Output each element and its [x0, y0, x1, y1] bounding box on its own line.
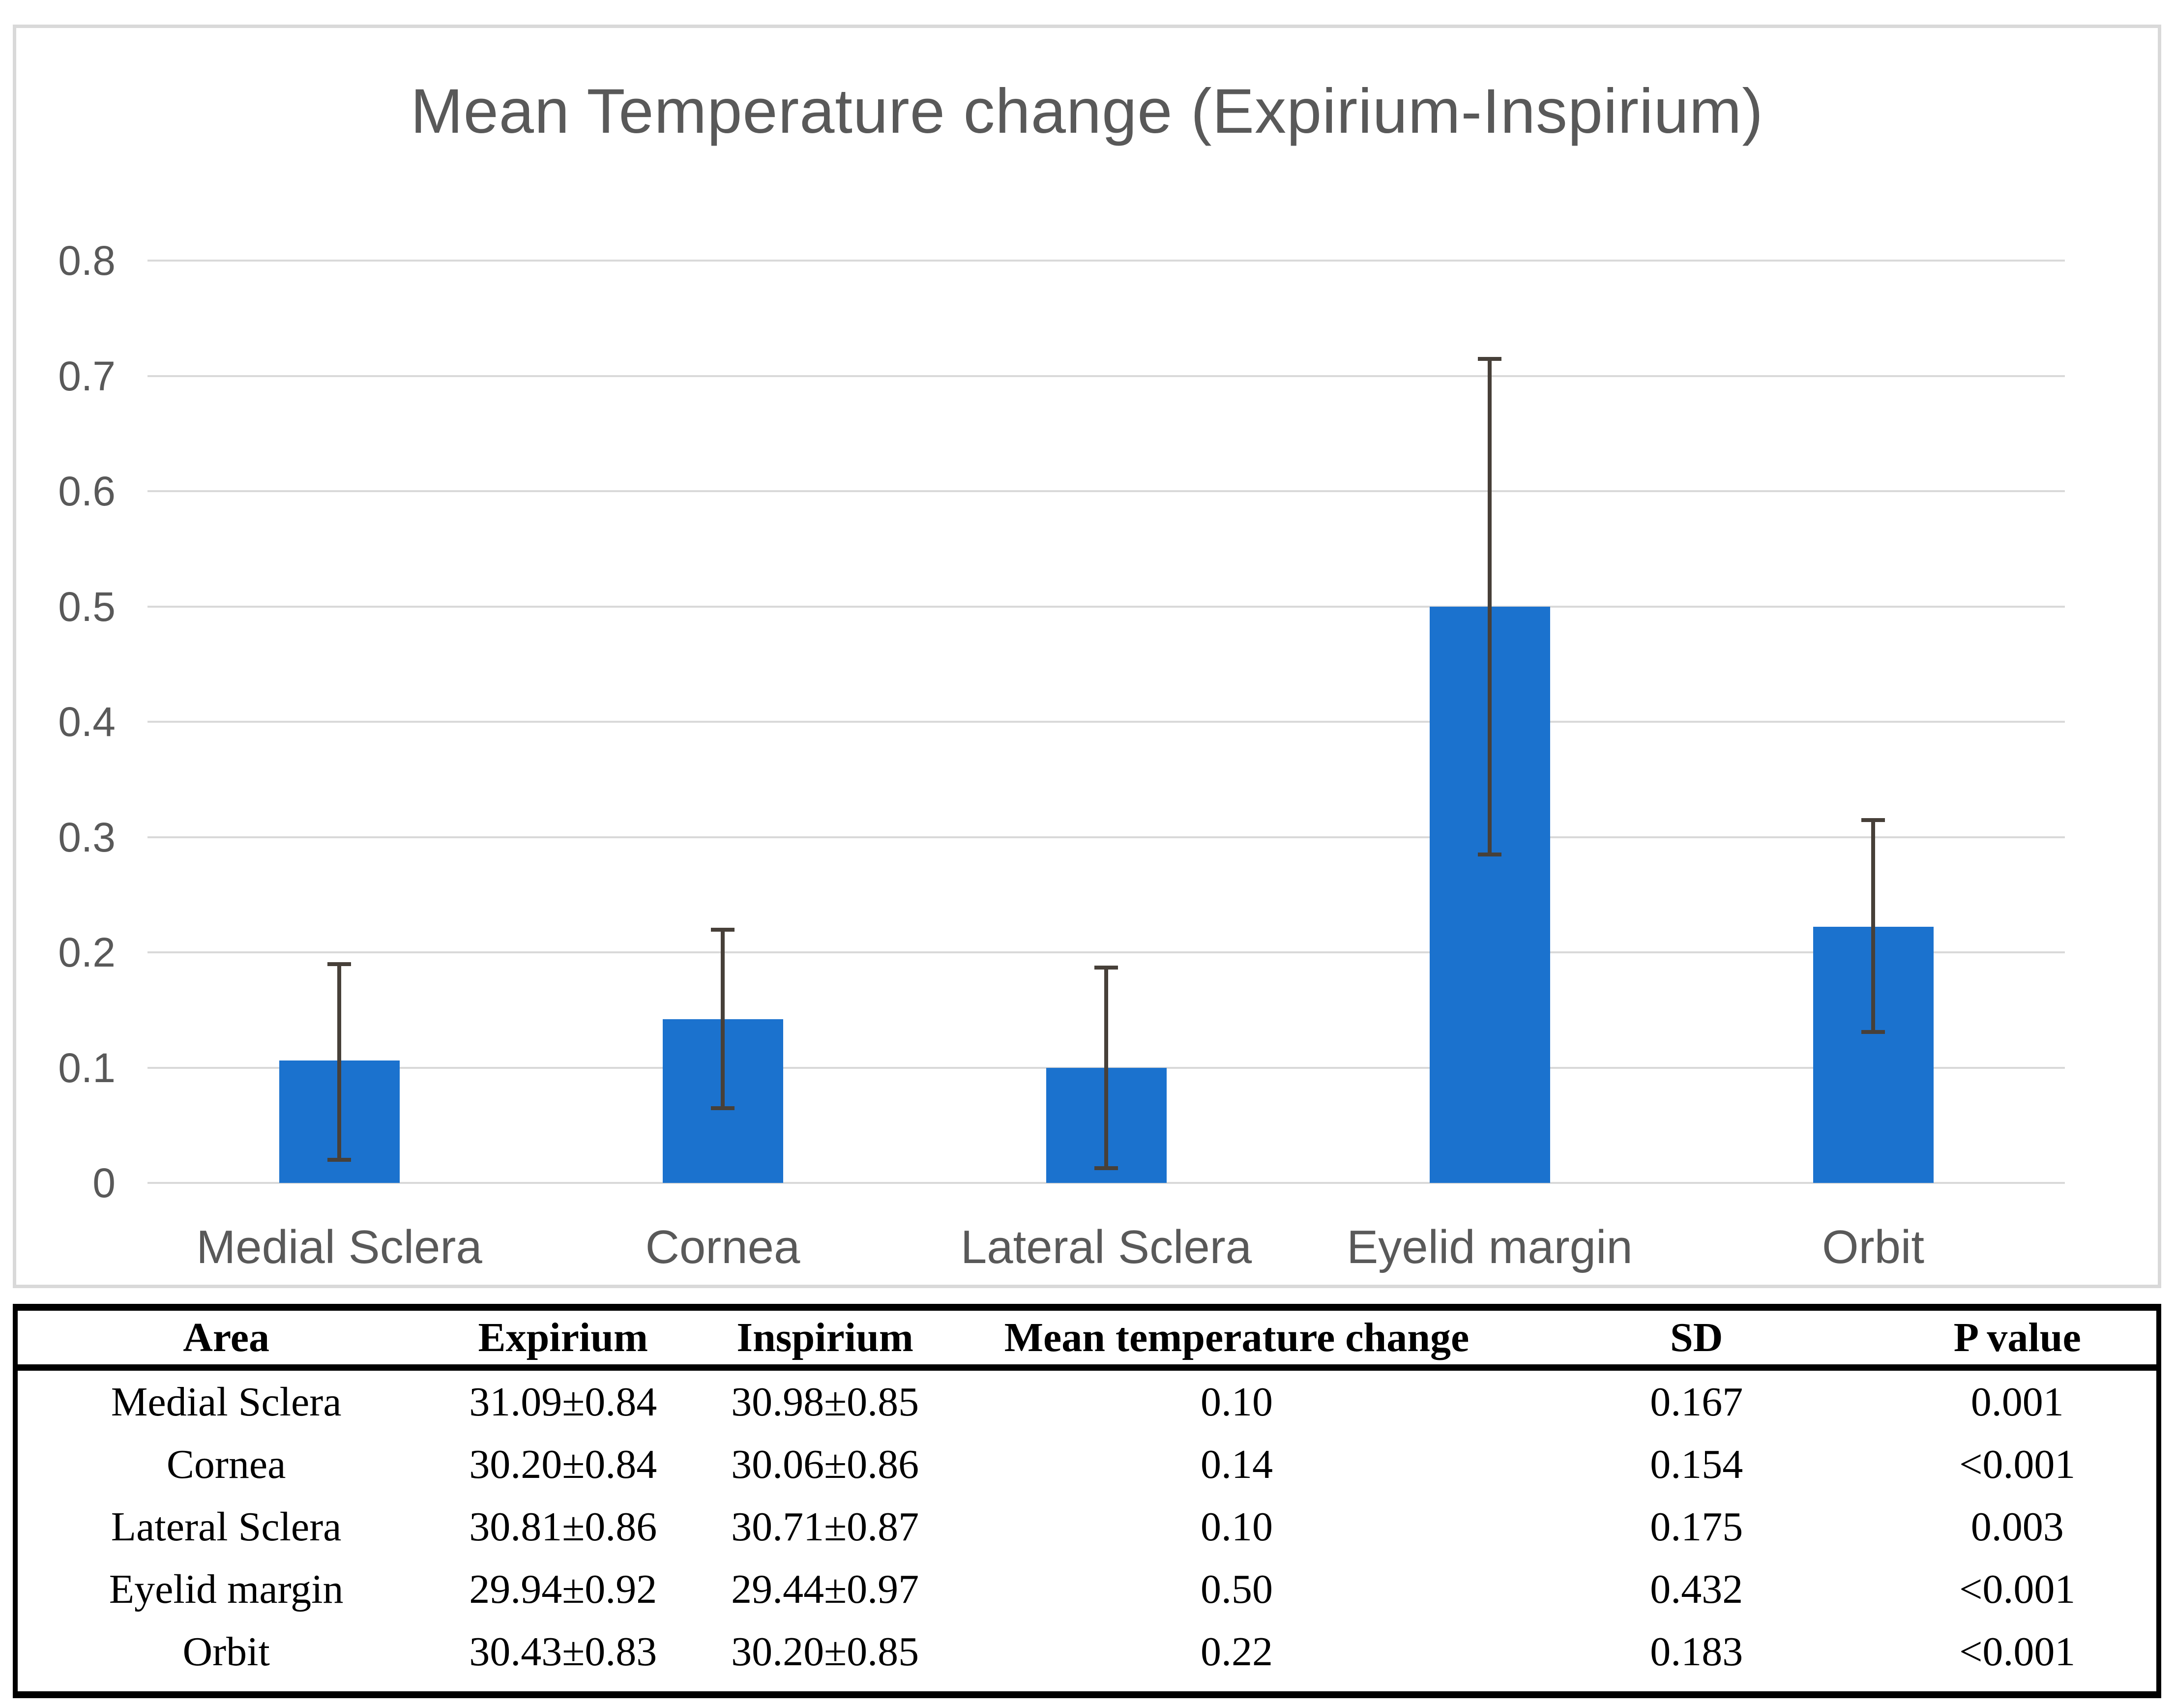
error-bar-cap-top	[1861, 818, 1885, 823]
table-cell: 0.175	[1650, 1504, 1743, 1550]
table-header-cell: Area	[183, 1315, 269, 1360]
x-axis-labels: Medial Sclera Cornea Lateral Sclera Eyelid …	[147, 1213, 2065, 1282]
gridline	[147, 605, 2065, 608]
error-bar	[337, 964, 341, 1160]
table-header-cell: SD	[1670, 1315, 1723, 1360]
table-row: Lateral Sclera 30.81±0.86 30.71±0.87 0.10 0.…	[18, 1496, 2156, 1558]
table-row: Cornea 30.20±0.84 30.06±0.86 0.14 0.154 <0.00…	[18, 1433, 2156, 1496]
table-cell: 30.20±0.84	[469, 1442, 657, 1487]
table-cell: 30.71±0.87	[731, 1504, 919, 1550]
gridline	[147, 1182, 2065, 1184]
table-cell: 30.20±0.85	[731, 1629, 919, 1675]
error-bar-cap-bottom	[327, 1158, 351, 1162]
table-cell: Orbit	[182, 1629, 270, 1675]
error-bar	[721, 929, 725, 1108]
table-cell: 30.43±0.83	[469, 1629, 657, 1675]
error-bar-cap-bottom	[1861, 1030, 1885, 1034]
x-axis-category-label: Medial Sclera	[196, 1221, 482, 1273]
table-cell: 30.98±0.85	[731, 1379, 919, 1425]
table-cell: 0.22	[1201, 1629, 1273, 1675]
x-axis-category-label: Eyelid margin	[1347, 1221, 1633, 1273]
table-cell: 0.001	[1970, 1379, 2064, 1425]
error-bar-cap-top	[1094, 966, 1118, 970]
table-row: Orbit 30.43±0.83 30.20±0.85 0.22 0.183 <0.001	[18, 1620, 2156, 1683]
table-cell: Eyelid margin	[109, 1566, 344, 1612]
gridline	[147, 721, 2065, 723]
y-axis-tick-label: 0.6	[58, 468, 116, 514]
y-axis-tick-label: 0.5	[58, 583, 116, 630]
error-bar-cap-bottom	[711, 1106, 735, 1110]
table-cell: 29.44±0.97	[731, 1566, 919, 1612]
gridline	[147, 490, 2065, 492]
table-cell: 0.154	[1650, 1442, 1743, 1487]
error-bar-cap-top	[1478, 357, 1501, 361]
table-cell: 0.50	[1201, 1566, 1273, 1612]
table-cell: Cornea	[166, 1442, 286, 1487]
chart-panel: Mean Temperature change (Expirium-Inspir…	[13, 25, 2161, 1288]
error-bar-cap-bottom	[1094, 1166, 1118, 1170]
table-cell: 0.167	[1650, 1379, 1743, 1425]
x-axis-category-label: Orbit	[1822, 1221, 1925, 1273]
table-cell: 29.94±0.92	[469, 1566, 657, 1612]
table-header-cell: Expirium	[478, 1315, 648, 1360]
gridline	[147, 951, 2065, 953]
table-row: Medial Sclera 31.09±0.84 30.98±0.85 0.10 0.1…	[18, 1371, 2156, 1433]
error-bar	[1488, 358, 1492, 854]
table-cell: Medial Sclera	[111, 1379, 342, 1425]
x-axis-category-label: Cornea	[645, 1221, 800, 1273]
x-axis-category-label: Lateral Sclera	[960, 1221, 1252, 1273]
error-bar-cap-top	[327, 962, 351, 967]
error-bar-cap-top	[711, 928, 735, 932]
error-bar	[1871, 820, 1875, 1032]
table-header-cell: P value	[1953, 1315, 2081, 1360]
table-cell: 30.06±0.86	[731, 1442, 919, 1487]
table-row: Eyelid margin 29.94±0.92 29.44±0.97 0.50 0.4…	[18, 1558, 2156, 1620]
gridline	[147, 260, 2065, 262]
y-axis-tick-label: 0.1	[58, 1044, 116, 1091]
y-axis-tick-label: 0	[92, 1160, 116, 1206]
table-cell: 0.183	[1650, 1629, 1743, 1675]
error-bar-cap-bottom	[1478, 852, 1501, 856]
gridline	[147, 836, 2065, 838]
table-header-cell: Inspirium	[736, 1315, 913, 1360]
results-table: Area Expirium Inspirium Mean temperature ch…	[13, 1304, 2161, 1698]
y-axis-tick-label: 0.4	[58, 699, 116, 745]
table-cell: <0.001	[1959, 1442, 2076, 1487]
table-cell: 31.09±0.84	[469, 1379, 657, 1425]
chart-title: Mean Temperature change (Expirium-Inspir…	[410, 76, 1764, 147]
table-cell: 0.14	[1201, 1442, 1273, 1487]
table-cell: <0.001	[1959, 1566, 2076, 1612]
table-cell: 0.10	[1201, 1379, 1273, 1425]
table-cell: 30.81±0.86	[469, 1504, 657, 1550]
plot-area	[147, 260, 2065, 1184]
y-axis-tick-label: 0.2	[58, 929, 116, 975]
table-cell: Lateral Sclera	[111, 1504, 342, 1550]
table-cell: 0.432	[1650, 1566, 1743, 1612]
y-axis-tick-label: 0.3	[58, 814, 116, 860]
y-axis-tick-label: 0.8	[58, 237, 116, 284]
table-cell: 0.003	[1970, 1504, 2064, 1550]
table-cell: 0.10	[1201, 1504, 1273, 1550]
y-axis-tick-label: 0.7	[58, 353, 116, 399]
table-cell: <0.001	[1959, 1629, 2076, 1675]
error-bar	[1104, 967, 1108, 1168]
table-header-row: Area Expirium Inspirium Mean temperature ch…	[18, 1311, 2156, 1371]
gridline	[147, 375, 2065, 377]
table-header-cell: Mean temperature change	[1004, 1315, 1470, 1360]
